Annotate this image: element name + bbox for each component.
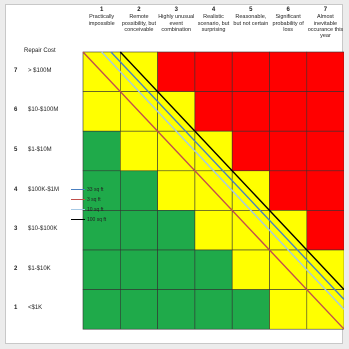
risk-cell xyxy=(157,210,196,251)
risk-cell xyxy=(269,51,308,92)
row-number: 3 xyxy=(14,226,18,233)
risk-cell xyxy=(269,130,308,172)
risk-cell xyxy=(231,289,270,330)
column-label: Reasonable, but not certain xyxy=(233,14,269,27)
legend-label: 100 sq ft xyxy=(87,217,107,223)
corner-label: Repair Cost xyxy=(24,48,56,54)
risk-matrix xyxy=(82,51,344,330)
legend-swatch xyxy=(71,219,85,221)
column-number: 4 xyxy=(211,7,216,13)
row-cost-label: $1-$10M xyxy=(28,147,52,153)
row-label: 3 $10-$100K xyxy=(14,226,57,232)
iso-risk-line xyxy=(101,51,344,310)
legend-entry: 10 sq ft xyxy=(71,207,103,213)
risk-cell xyxy=(82,91,121,132)
risk-cell xyxy=(120,170,158,211)
legend-entry: 33 sq ft xyxy=(71,187,103,193)
row-number: 7 xyxy=(14,67,18,74)
risk-cell xyxy=(82,289,121,330)
risk-cell xyxy=(269,170,308,211)
risk-cell xyxy=(306,91,344,132)
iso-risk-line xyxy=(82,51,344,330)
row-label: 1 <$1K xyxy=(14,305,42,311)
row-number: 1 xyxy=(14,305,18,312)
column-number: 6 xyxy=(286,7,290,13)
iso-risk-line xyxy=(110,51,344,300)
column-label: Almost inevitable occurance this year xyxy=(307,14,344,40)
row-cost-label: $1-$10K xyxy=(28,265,51,272)
row-cost-label: > $100M xyxy=(28,67,52,74)
risk-cell xyxy=(231,130,270,172)
risk-cell xyxy=(306,51,344,92)
risk-cell xyxy=(120,249,158,290)
column-header: 2 Remote possibility, but conceivable xyxy=(120,7,157,33)
risk-cell xyxy=(120,289,158,330)
row-number: 2 xyxy=(14,265,18,272)
risk-cell xyxy=(157,249,196,290)
risk-cell xyxy=(157,170,196,211)
risk-cell xyxy=(194,91,233,132)
risk-cell xyxy=(157,51,196,92)
risk-cell xyxy=(194,249,233,290)
column-header: 5 Reasonable, but not certain xyxy=(232,7,269,27)
row-number: 5 xyxy=(14,147,18,153)
risk-cell xyxy=(269,289,308,330)
column-header: 1 Practically impossible xyxy=(83,7,120,27)
row-number: 4 xyxy=(14,186,18,193)
iso-risk-line xyxy=(119,51,344,291)
row-label: 5 $1-$10M xyxy=(14,147,52,153)
risk-cell xyxy=(120,210,158,251)
row-cost-label: $100K-$1M xyxy=(28,186,60,193)
risk-cell xyxy=(231,91,270,132)
column-number: 5 xyxy=(249,7,253,13)
row-label: 6 $10-$100M xyxy=(14,107,58,113)
risk-cell xyxy=(306,210,344,251)
risk-cell xyxy=(82,130,121,172)
risk-cell xyxy=(231,249,270,290)
risk-matrix-panel: Repair Cost 1 Practically impossible 2 Remo… xyxy=(5,4,344,344)
column-label: Highly unusual event combination xyxy=(158,14,195,33)
risk-cell xyxy=(82,249,121,290)
column-header: 6 Significant probability of loss xyxy=(270,7,307,33)
row-number: 6 xyxy=(14,107,18,114)
risk-cell xyxy=(157,289,196,330)
risk-cell xyxy=(194,51,233,92)
row-label: 4 $100K-$1M xyxy=(14,187,59,193)
column-number: 7 xyxy=(323,7,328,13)
column-label: Practically impossible xyxy=(88,14,115,27)
risk-cell xyxy=(231,51,270,92)
risk-cell xyxy=(306,130,344,172)
column-header: 7 Almost inevitable occurance this year xyxy=(307,7,344,39)
risk-cell xyxy=(194,210,233,251)
column-number: 3 xyxy=(174,7,178,13)
legend-swatch xyxy=(71,209,85,211)
legend-entry: 100 sq ft xyxy=(71,217,106,223)
column-header: 3 Highly unusual event combination xyxy=(158,7,195,33)
risk-cell xyxy=(194,289,233,330)
legend-swatch xyxy=(71,199,85,201)
legend-entry: 3 sq ft xyxy=(71,197,101,203)
row-cost-label: $10-$100M xyxy=(28,107,59,114)
column-label: Significant probability of loss xyxy=(272,14,304,33)
row-cost-label: $10-$100K xyxy=(28,226,58,233)
legend-label: 3 sq ft xyxy=(87,197,101,203)
column-number: 1 xyxy=(99,7,104,13)
column-label: Realistic scenario, but surprising xyxy=(197,14,230,33)
legend-label: 33 sq ft xyxy=(87,187,104,193)
row-cost-label: <$1K xyxy=(28,305,43,312)
risk-cell xyxy=(82,210,121,251)
column-header: 4 Realistic scenario, but surprising xyxy=(195,7,232,33)
risk-cell xyxy=(306,170,344,211)
column-number: 2 xyxy=(137,7,141,13)
legend-label: 10 sq ft xyxy=(87,207,104,213)
legend-swatch xyxy=(71,189,85,191)
column-label: Remote possibility, but conceivable xyxy=(121,14,157,33)
row-label: 7 > $100M xyxy=(14,68,52,74)
row-label: 2 $1-$10K xyxy=(14,266,51,272)
risk-cell xyxy=(120,130,158,172)
risk-cell xyxy=(269,91,308,132)
